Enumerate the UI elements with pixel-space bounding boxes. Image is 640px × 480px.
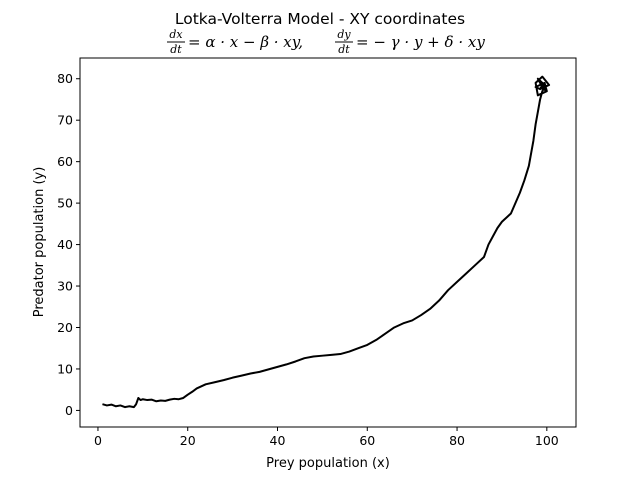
series-line-0 [102, 75, 551, 409]
y-tick-label-40: 40 [57, 237, 73, 252]
y-tick-label-10: 10 [57, 361, 73, 376]
x-tick-label-20: 20 [180, 433, 196, 448]
equation-left-denominator: dt [170, 43, 182, 56]
equation-right-numerator: dy [337, 28, 351, 41]
axes-frame [79, 57, 577, 428]
x-tick-label-40: 40 [270, 433, 286, 448]
equation-right-denominator: dt [338, 43, 350, 56]
equation-left-numerator: dx [169, 28, 183, 41]
y-tick-label-50: 50 [57, 196, 73, 211]
x-tick-label-60: 60 [359, 433, 375, 448]
y-tick-label-0: 0 [65, 403, 73, 418]
equation-left-rhs: = α · x − β · xy, [188, 33, 303, 51]
y-tick-label-20: 20 [57, 320, 73, 335]
plot-area [102, 75, 551, 409]
x-tick-label-100: 100 [535, 433, 559, 448]
equation: dx dt = α · x − β · xy, dy dt = − γ · y … [167, 28, 485, 56]
x-tick-label-0: 0 [94, 433, 102, 448]
x-tick-label-80: 80 [449, 433, 465, 448]
y-tick-label-80: 80 [57, 71, 73, 86]
equation-right-rhs: = − γ · y + δ · xy [356, 33, 485, 51]
chart-title: Lotka-Volterra Model - XY coordinates [175, 10, 465, 28]
y-tick-label-30: 30 [57, 279, 73, 294]
x-axis-label: Prey population (x) [266, 456, 390, 471]
axes-ticks: 0 20 40 60 80 100 0 10 20 30 40 50 60 70 80 [57, 71, 559, 448]
y-tick-label-60: 60 [57, 154, 73, 169]
y-tick-label-70: 70 [57, 113, 73, 128]
y-axis-label: Predator population (y) [32, 167, 47, 318]
